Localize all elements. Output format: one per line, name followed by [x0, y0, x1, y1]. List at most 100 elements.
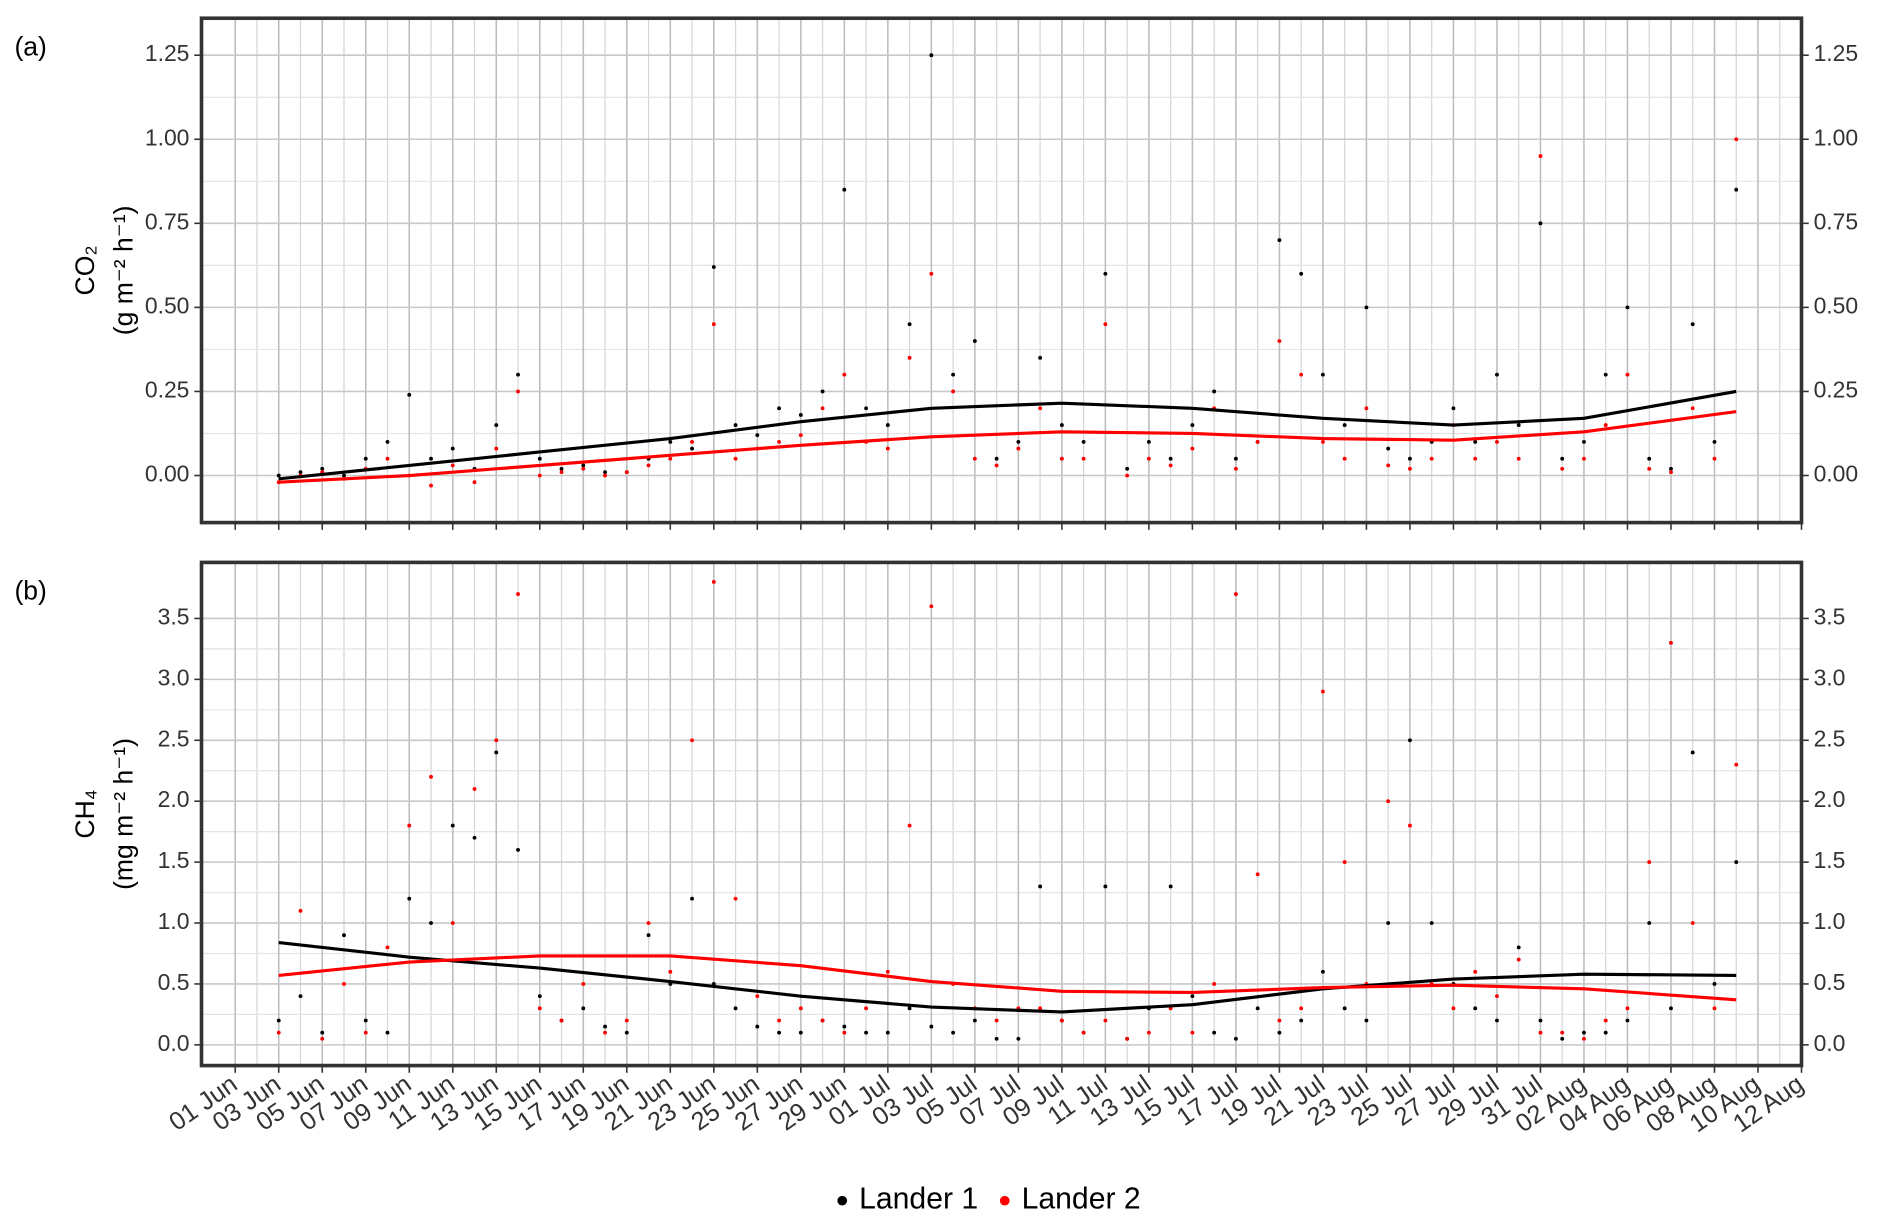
y-tick-label: 0.50: [145, 292, 190, 318]
data-point: [711, 265, 716, 269]
data-point: [1538, 154, 1543, 159]
data-point: [951, 1030, 956, 1035]
data-point: [581, 463, 586, 468]
data-point: [951, 389, 956, 394]
data-point: [1669, 466, 1673, 471]
y-tick-label: 2.5: [158, 725, 190, 751]
panel-label: (a): [14, 31, 46, 61]
data-point: [1625, 372, 1630, 377]
data-point: [711, 322, 716, 327]
y-tick-label: 3.5: [158, 603, 190, 629]
data-point: [1277, 238, 1282, 243]
data-point: [1690, 921, 1695, 925]
data-point: [1168, 884, 1173, 889]
data-point: [407, 823, 412, 828]
data-point: [1190, 423, 1195, 428]
y2-tick-label: 1.5: [1814, 847, 1846, 873]
data-point: [1016, 446, 1021, 451]
data-point: [1255, 1006, 1260, 1011]
data-point: [842, 187, 847, 192]
data-point: [907, 823, 912, 828]
data-point: [1059, 423, 1064, 428]
data-point: [581, 982, 586, 986]
data-point: [842, 1024, 847, 1029]
data-point: [777, 1018, 782, 1023]
data-point: [450, 823, 455, 828]
data-point: [1233, 456, 1238, 461]
data-point: [1190, 994, 1195, 999]
data-point: [994, 456, 999, 461]
data-point: [1451, 406, 1456, 411]
legend-label: Lander 1: [859, 1183, 978, 1216]
data-point: [1495, 994, 1499, 999]
data-point: [1320, 439, 1325, 444]
y2-tick-label: 1.25: [1814, 40, 1859, 66]
data-point: [276, 1030, 281, 1035]
data-point: [1190, 1030, 1195, 1035]
data-point: [276, 1018, 281, 1023]
trend-line: [278, 389, 1737, 481]
data-point: [1690, 406, 1695, 411]
data-point: [951, 372, 956, 377]
data-point: [842, 1030, 847, 1035]
data-point: [472, 835, 477, 840]
data-point: [1495, 439, 1499, 444]
data-point: [494, 750, 499, 755]
data-point: [1712, 456, 1717, 461]
y-tick-label: 1.0: [158, 908, 190, 934]
data-point: [494, 738, 499, 743]
data-point: [820, 389, 825, 394]
y2-tick-label: 0.50: [1814, 292, 1859, 318]
data-point: [342, 473, 346, 478]
data-point: [537, 473, 542, 478]
trend-line: [278, 410, 1737, 484]
legend-marker: [837, 1195, 848, 1206]
data-point: [603, 1024, 607, 1029]
data-point: [429, 483, 433, 488]
data-point: [407, 392, 412, 397]
data-point: [1669, 1006, 1673, 1011]
data-point: [1233, 592, 1238, 597]
data-point: [363, 1030, 368, 1035]
y-tick-label: 0.5: [158, 969, 190, 995]
data-point: [1016, 1036, 1021, 1041]
data-point: [1408, 466, 1412, 471]
data-point: [1081, 1030, 1086, 1035]
y2-tick-label: 0.0: [1814, 1030, 1846, 1056]
data-point: [668, 969, 673, 974]
data-point: [1125, 473, 1130, 478]
data-point: [1320, 689, 1325, 694]
data-point: [1690, 322, 1695, 327]
y2-tick-label: 0.25: [1814, 376, 1859, 402]
data-point: [1560, 1030, 1565, 1035]
y-tick-label: 1.25: [145, 40, 190, 66]
y-axis-label: CH₄: [70, 789, 100, 838]
data-point: [690, 446, 694, 451]
data-point: [1560, 456, 1565, 461]
data-point: [1603, 372, 1608, 377]
data-point: [559, 470, 564, 475]
data-point: [1320, 969, 1325, 974]
data-point: [342, 933, 346, 938]
data-point: [1669, 640, 1673, 645]
data-point: [798, 1006, 803, 1011]
data-point: [755, 1024, 760, 1029]
data-point: [1603, 423, 1608, 428]
data-point: [298, 994, 303, 999]
data-point: [1103, 271, 1108, 276]
data-point: [581, 466, 586, 471]
data-point: [1734, 187, 1739, 192]
data-point: [298, 908, 303, 913]
data-point: [429, 921, 433, 925]
data-point: [1538, 1018, 1543, 1023]
data-point: [1712, 982, 1717, 986]
panel-label: (b): [14, 576, 46, 606]
data-point: [1516, 423, 1521, 428]
data-point: [755, 433, 760, 438]
data-point: [929, 1024, 934, 1029]
data-point: [1560, 466, 1565, 471]
data-point: [1560, 1036, 1565, 1041]
data-point: [1386, 921, 1391, 925]
trend-line: [278, 954, 1737, 1002]
data-point: [1277, 339, 1282, 343]
